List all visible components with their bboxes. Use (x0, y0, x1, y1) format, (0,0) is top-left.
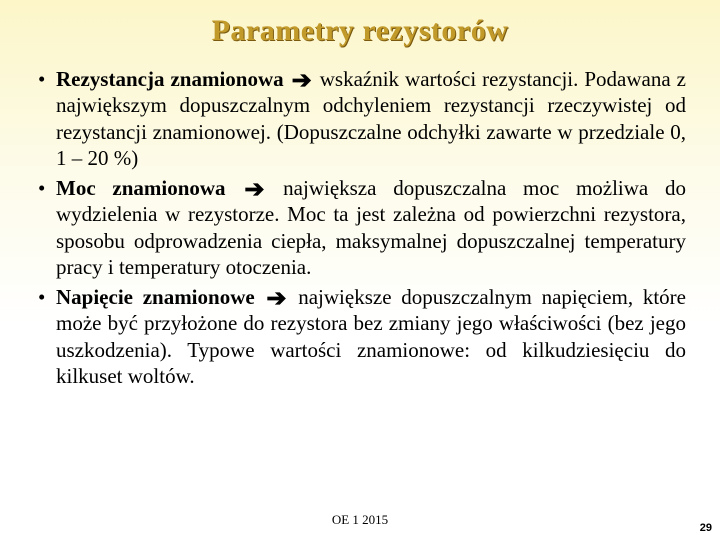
slide: Parametry rezystorów Rezystancja znamion… (0, 0, 720, 540)
footer-text: OE 1 2015 (0, 512, 720, 528)
bullet-list: Rezystancja znamionowa ➔ wskaźnik wartoś… (34, 66, 686, 389)
bullet-lead: Rezystancja znamionowa (56, 67, 284, 91)
page-number: 29 (700, 522, 712, 534)
bullet-lead: Napięcie znamionowe (56, 285, 255, 309)
bullet-lead: Moc znamionowa (56, 176, 226, 200)
slide-title: Parametry rezystorów (34, 14, 686, 48)
list-item: Rezystancja znamionowa ➔ wskaźnik wartoś… (34, 66, 686, 171)
list-item: Moc znamionowa ➔ największa dopuszczalna… (34, 175, 686, 280)
list-item: Napięcie znamionowe ➔ największe dopuszc… (34, 284, 686, 389)
